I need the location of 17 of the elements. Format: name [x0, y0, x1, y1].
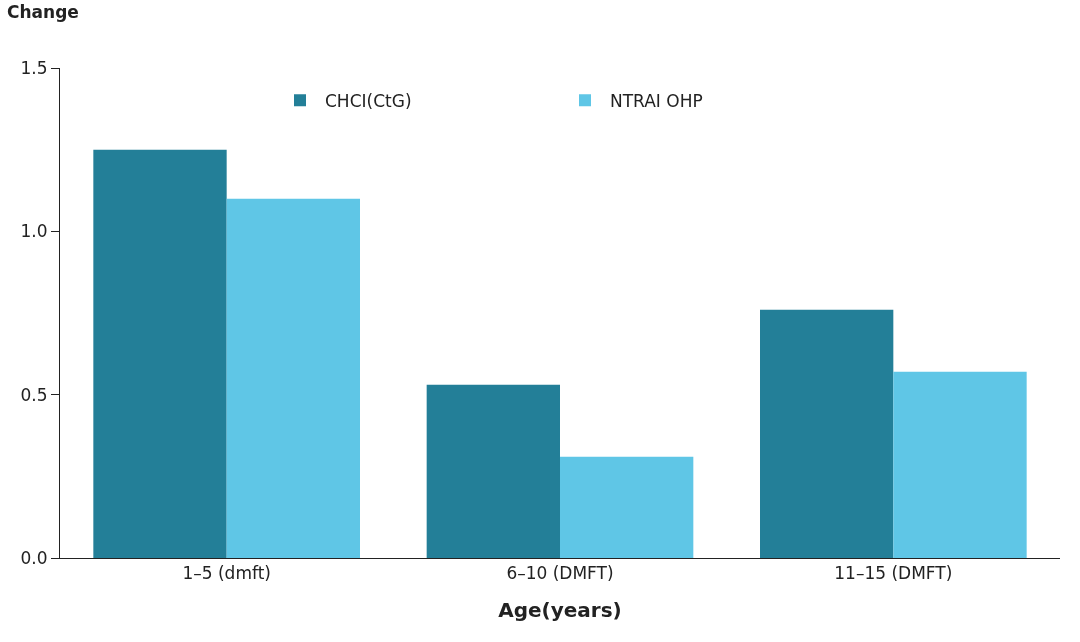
bar [760, 309, 894, 558]
x-tick-label: 1–5 (dmft) [182, 563, 271, 584]
x-tick-label: 6–10 (DMFT) [506, 563, 614, 584]
y-tick-label: 0.0 [20, 547, 48, 568]
bar [226, 198, 360, 558]
y-tick-label: 1.5 [20, 57, 48, 78]
bar [426, 384, 560, 558]
y-axis-title: Change [7, 2, 79, 22]
bar [93, 149, 227, 558]
legend-label: CHCI(CtG) [325, 90, 412, 111]
legend-label: NTRAI OHP [610, 90, 703, 111]
bar [560, 456, 694, 558]
bar [893, 371, 1027, 558]
x-tick-label: 11–15 (DMFT) [834, 563, 953, 584]
x-axis-title: Age(years) [498, 597, 622, 622]
y-tick-label: 1.0 [20, 221, 48, 242]
y-tick-label: 0.5 [20, 384, 48, 405]
